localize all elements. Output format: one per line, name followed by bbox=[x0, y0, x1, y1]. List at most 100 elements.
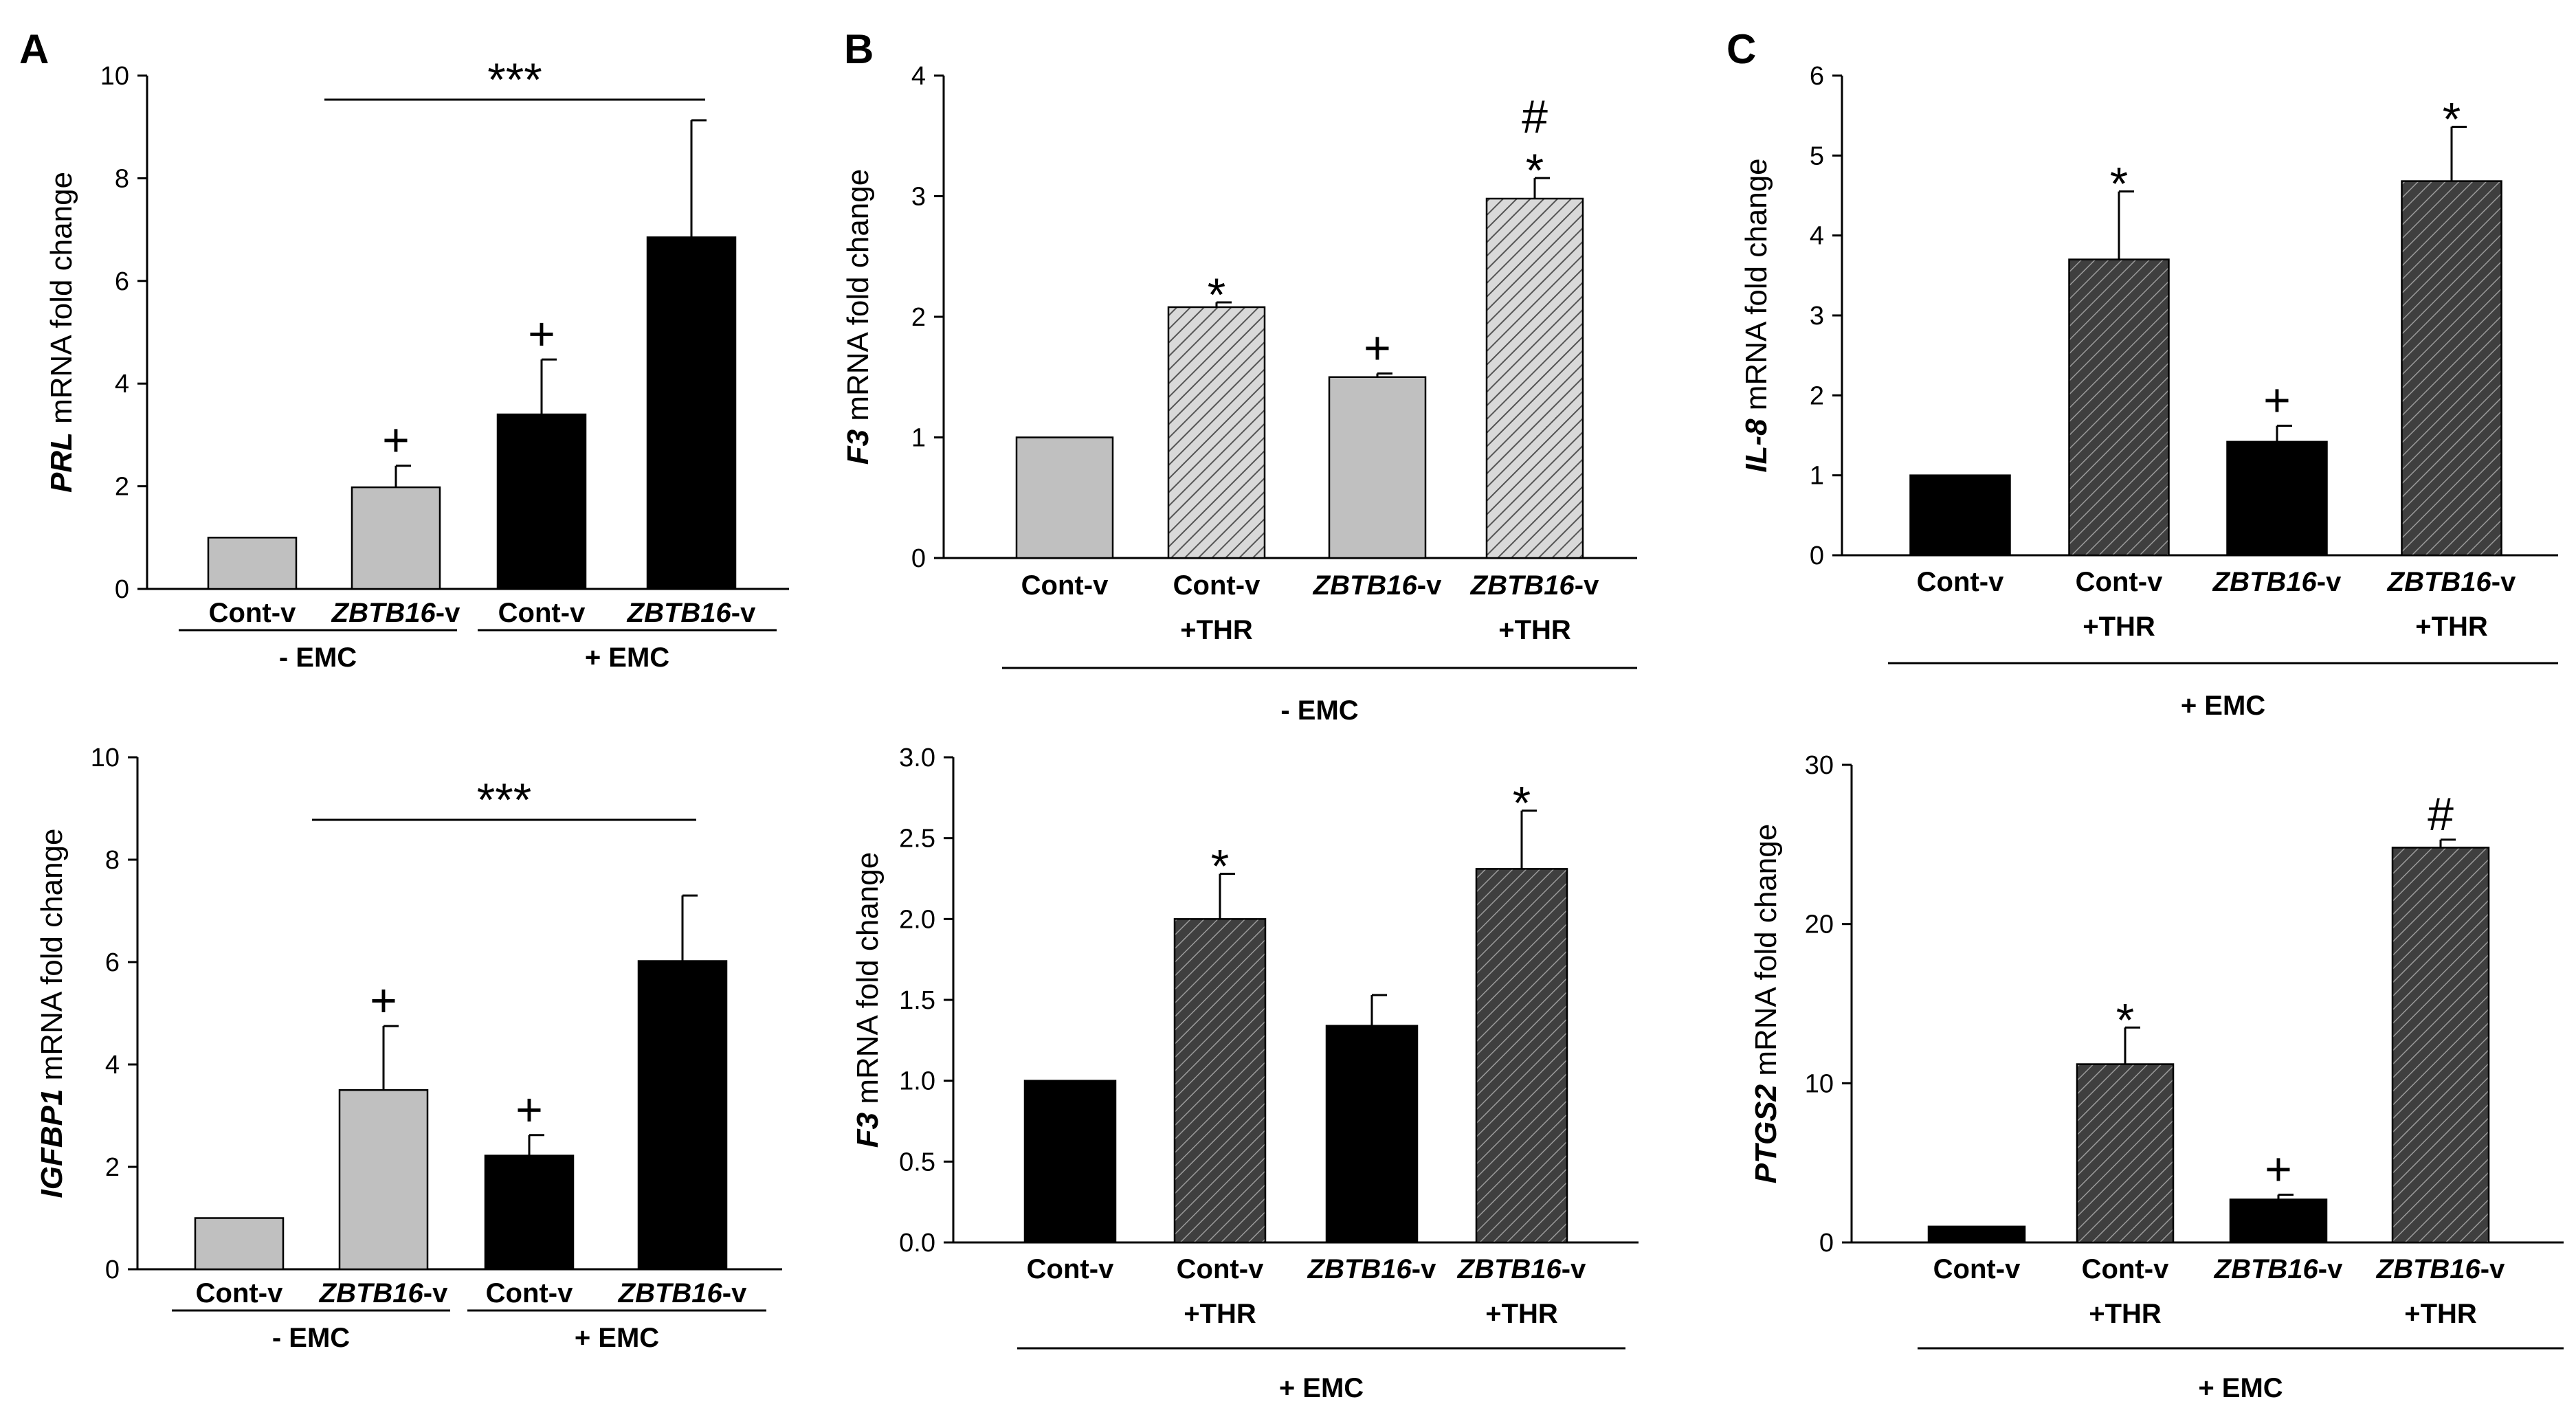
a2-y-axis-label-rest: mRNA fold change bbox=[35, 828, 69, 1089]
c1-ytick-label-4: 4 bbox=[1810, 222, 1824, 251]
b2-span-label: + EMC bbox=[1279, 1373, 1364, 1403]
c1-category-label-2: ZBTB16-v bbox=[2212, 567, 2342, 597]
b1-bar-2 bbox=[1328, 376, 1427, 559]
a2-ytick-label-4: 8 bbox=[105, 846, 120, 875]
a2-category-label-1-suffix: -v bbox=[423, 1278, 448, 1308]
c1-ytick-label-1: 1 bbox=[1810, 462, 1824, 491]
c2-bar-0 bbox=[1927, 1225, 2026, 1244]
a2-group-label-1: + EMC bbox=[575, 1323, 659, 1353]
a1-ytick-label-2: 4 bbox=[115, 370, 129, 399]
b2-ytick-label-4: 2.0 bbox=[899, 905, 935, 934]
c2-y-axis-label-rest: mRNA fold change bbox=[1749, 824, 1783, 1084]
b1-ytick-label-2: 2 bbox=[911, 303, 926, 332]
b1-category-label-3-gene: ZBTB16 bbox=[1470, 570, 1575, 601]
b2-annotation-1-0: * bbox=[1211, 840, 1229, 892]
b1-category-label-1-suffix: Cont-v bbox=[1173, 570, 1261, 601]
c2-y-axis-label-gene: PTGS2 bbox=[1749, 1084, 1783, 1183]
a2-bar-3 bbox=[637, 960, 728, 1271]
c1-span-label: + EMC bbox=[2181, 691, 2265, 721]
a2-bar-1 bbox=[338, 1089, 429, 1271]
b2-bar-2 bbox=[1325, 1025, 1419, 1244]
c1-category-label-2-gene: ZBTB16 bbox=[2212, 567, 2318, 597]
a1-category-label-1: ZBTB16-v bbox=[331, 598, 460, 628]
b1-ytick-label-4: 4 bbox=[911, 62, 926, 91]
a2-bar-0 bbox=[194, 1217, 285, 1271]
c1-y-axis-label: IL-8 mRNA fold change bbox=[1740, 158, 1773, 472]
b2-category-label-1: Cont-v bbox=[1177, 1254, 1264, 1284]
b1-annotation-1-0: * bbox=[1208, 269, 1225, 321]
a1-bar-1 bbox=[351, 486, 441, 590]
b2-y-axis-label-gene: F3 bbox=[851, 1113, 885, 1148]
a2-y-axis-label: IGFBP1 mRNA fold change bbox=[35, 828, 69, 1198]
b2-bar-0 bbox=[1023, 1080, 1117, 1244]
c2-category-label-3-gene: ZBTB16 bbox=[2376, 1254, 2481, 1284]
c2-ytick-label-1: 10 bbox=[1805, 1069, 1834, 1098]
c2-category-line2-1: +THR bbox=[2089, 1299, 2162, 1329]
b1-annotation-3-0: * bbox=[1526, 144, 1544, 197]
b2-category-line2-1: +THR bbox=[1184, 1299, 1256, 1329]
b2-ytick-label-3: 1.5 bbox=[899, 986, 935, 1015]
b2-ytick-label-2: 1.0 bbox=[899, 1067, 935, 1096]
a1-category-label-0-suffix: Cont-v bbox=[209, 598, 296, 628]
a1-category-label-2-suffix: Cont-v bbox=[498, 598, 586, 628]
c2-category-label-1-suffix: Cont-v bbox=[2082, 1254, 2169, 1284]
c1-y-axis-label-rest: mRNA fold change bbox=[1740, 158, 1773, 419]
c1-annotation-1-0: * bbox=[2110, 158, 2128, 210]
panel-letter-b: B bbox=[844, 26, 874, 72]
c2-bar-2 bbox=[2229, 1198, 2328, 1244]
a1-bar-3 bbox=[646, 236, 737, 590]
chart-c2: 0 10 20 30 PTGS2 mRNA fold change * + # Cont-v Co… bbox=[1749, 751, 2564, 1403]
b1-category-label-2: ZBTB16-v bbox=[1313, 570, 1442, 601]
a1-category-label-3-suffix: -v bbox=[731, 598, 756, 628]
c2-bar-3 bbox=[2391, 847, 2490, 1244]
b1-category-label-1: Cont-v bbox=[1173, 570, 1261, 601]
a2-ytick-label-0: 0 bbox=[105, 1256, 120, 1284]
a1-bracket-label: *** bbox=[487, 54, 542, 106]
b1-category-label-0: Cont-v bbox=[1021, 570, 1109, 601]
c2-category-label-2-gene: ZBTB16 bbox=[2214, 1254, 2319, 1284]
b1-bar-1 bbox=[1167, 306, 1266, 559]
c2-category-label-1: Cont-v bbox=[2082, 1254, 2169, 1284]
a2-category-label-3-suffix: -v bbox=[722, 1278, 747, 1308]
b1-ytick-label-1: 1 bbox=[911, 424, 926, 453]
b2-ytick-label-5: 2.5 bbox=[899, 825, 935, 853]
b1-annotation-3-1: # bbox=[1522, 91, 1548, 143]
c2-category-label-2: ZBTB16-v bbox=[2214, 1254, 2343, 1284]
c1-category-label-3: ZBTB16-v bbox=[2387, 567, 2516, 597]
c1-annotation-2-0: + bbox=[2263, 375, 2291, 427]
b1-category-label-3-suffix: -v bbox=[1575, 570, 1599, 601]
c2-ytick-label-3: 30 bbox=[1805, 751, 1834, 780]
c2-bar-1 bbox=[2076, 1063, 2175, 1244]
a1-group-label-1: + EMC bbox=[585, 643, 669, 673]
b2-category-label-2-suffix: -v bbox=[1412, 1254, 1436, 1284]
b1-category-label-3: ZBTB16-v bbox=[1470, 570, 1599, 601]
c2-ytick-label-2: 20 bbox=[1805, 911, 1834, 939]
a2-annotation-1-0: + bbox=[370, 974, 397, 1027]
a2-category-label-3-gene: ZBTB16 bbox=[618, 1278, 723, 1308]
c2-annotation-2-0: + bbox=[2265, 1143, 2292, 1196]
c1-category-label-0: Cont-v bbox=[1917, 567, 2004, 597]
b2-category-label-3: ZBTB16-v bbox=[1457, 1254, 1586, 1284]
a1-category-label-0: Cont-v bbox=[209, 598, 296, 628]
b1-bar-3 bbox=[1485, 197, 1584, 559]
b1-y-axis-label-rest: mRNA fold change bbox=[841, 169, 875, 429]
a1-y-axis-label: PRL mRNA fold change bbox=[45, 172, 78, 493]
a2-category-label-0: Cont-v bbox=[196, 1278, 283, 1308]
a2-category-label-2-suffix: Cont-v bbox=[486, 1278, 573, 1308]
a2-category-label-2: Cont-v bbox=[486, 1278, 573, 1308]
b2-category-label-2-gene: ZBTB16 bbox=[1307, 1254, 1412, 1284]
a1-annotation-1-0: + bbox=[382, 414, 410, 467]
c1-bar-1 bbox=[2068, 258, 2170, 557]
b2-bar-1 bbox=[1173, 918, 1267, 1244]
a1-category-label-1-gene: ZBTB16 bbox=[331, 598, 436, 628]
chart-b2: 0.0 0.5 1.0 1.5 2.0 2.5 3.0 F3 mRNA fold change… bbox=[851, 744, 1639, 1403]
b1-ytick-label-3: 3 bbox=[911, 183, 926, 212]
c1-category-label-0-suffix: Cont-v bbox=[1917, 567, 2004, 597]
b1-y-axis-label-gene: F3 bbox=[841, 429, 875, 465]
panel-letter-a: A bbox=[19, 26, 49, 72]
c2-ytick-label-0: 0 bbox=[1819, 1229, 1834, 1258]
c2-category-line2-3: +THR bbox=[2404, 1299, 2477, 1329]
b1-category-label-2-gene: ZBTB16 bbox=[1313, 570, 1418, 601]
